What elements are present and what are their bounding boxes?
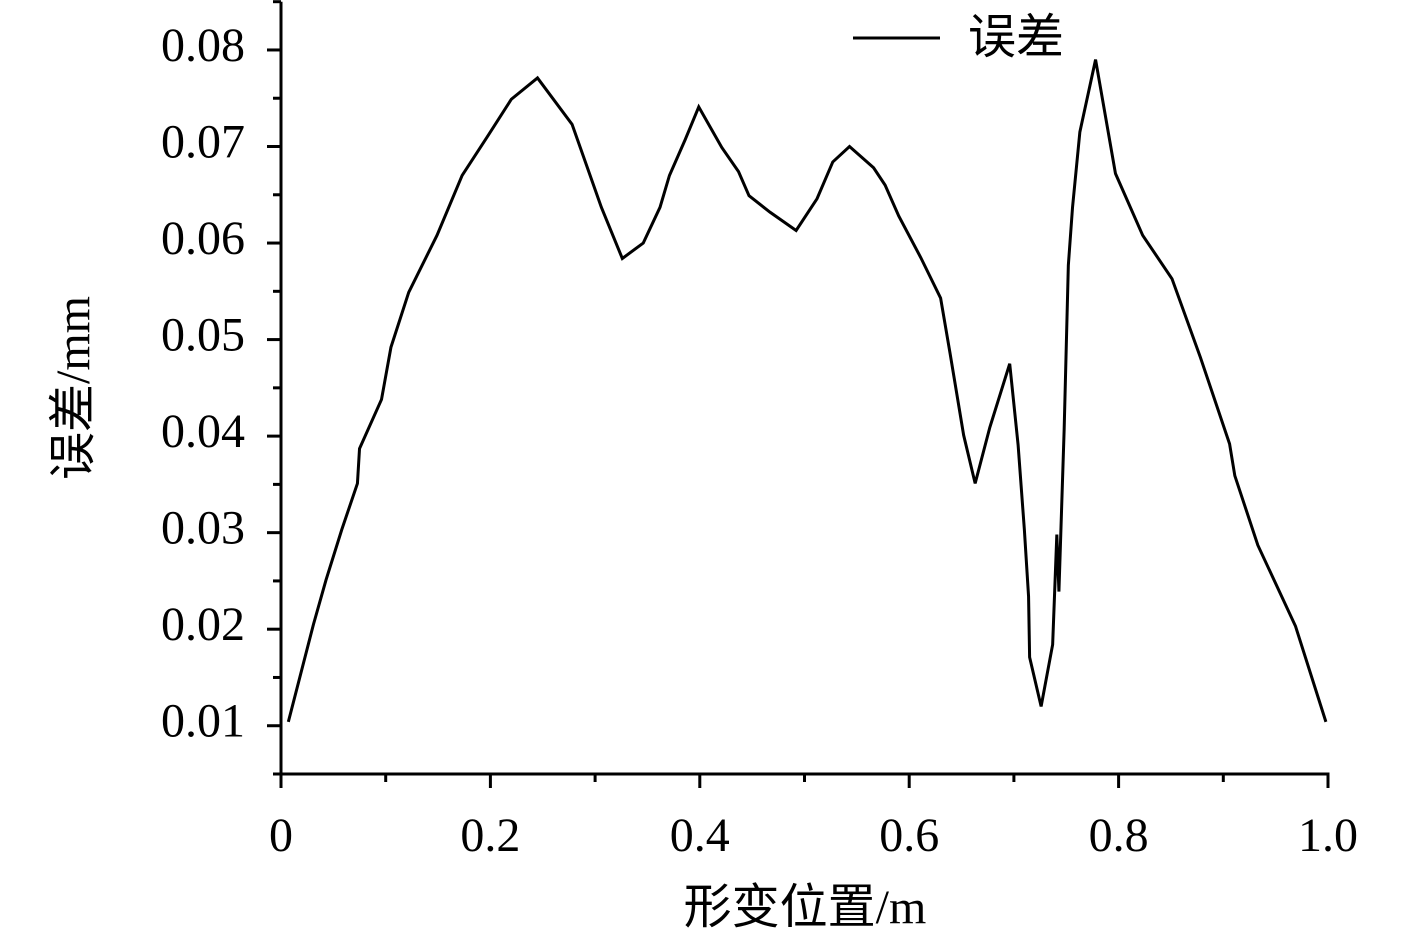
x-tick-label: 0.2 (460, 809, 520, 862)
y-axis-label: 误差/mm (47, 296, 100, 480)
x-tick-label: 1.0 (1298, 809, 1358, 862)
y-tick-label: 0.01 (161, 695, 245, 748)
y-tick-label: 0.02 (161, 598, 245, 651)
x-axis-label: 形变位置/m (684, 881, 927, 934)
x-tick-label: 0 (269, 809, 293, 862)
y-tick-label: 0.04 (161, 405, 245, 458)
y-tick-label: 0.06 (161, 212, 245, 265)
y-tick-label: 0.05 (161, 309, 245, 362)
legend-label: 误差 (968, 11, 1064, 64)
x-tick-label: 0.6 (879, 809, 939, 862)
y-tick-label: 0.03 (161, 502, 245, 555)
y-tick-label: 0.07 (161, 116, 245, 169)
x-tick-label: 0.8 (1089, 809, 1149, 862)
y-tick-label: 0.08 (161, 19, 245, 72)
x-tick-label: 0.4 (670, 809, 730, 862)
data-line (286, 59, 1328, 723)
